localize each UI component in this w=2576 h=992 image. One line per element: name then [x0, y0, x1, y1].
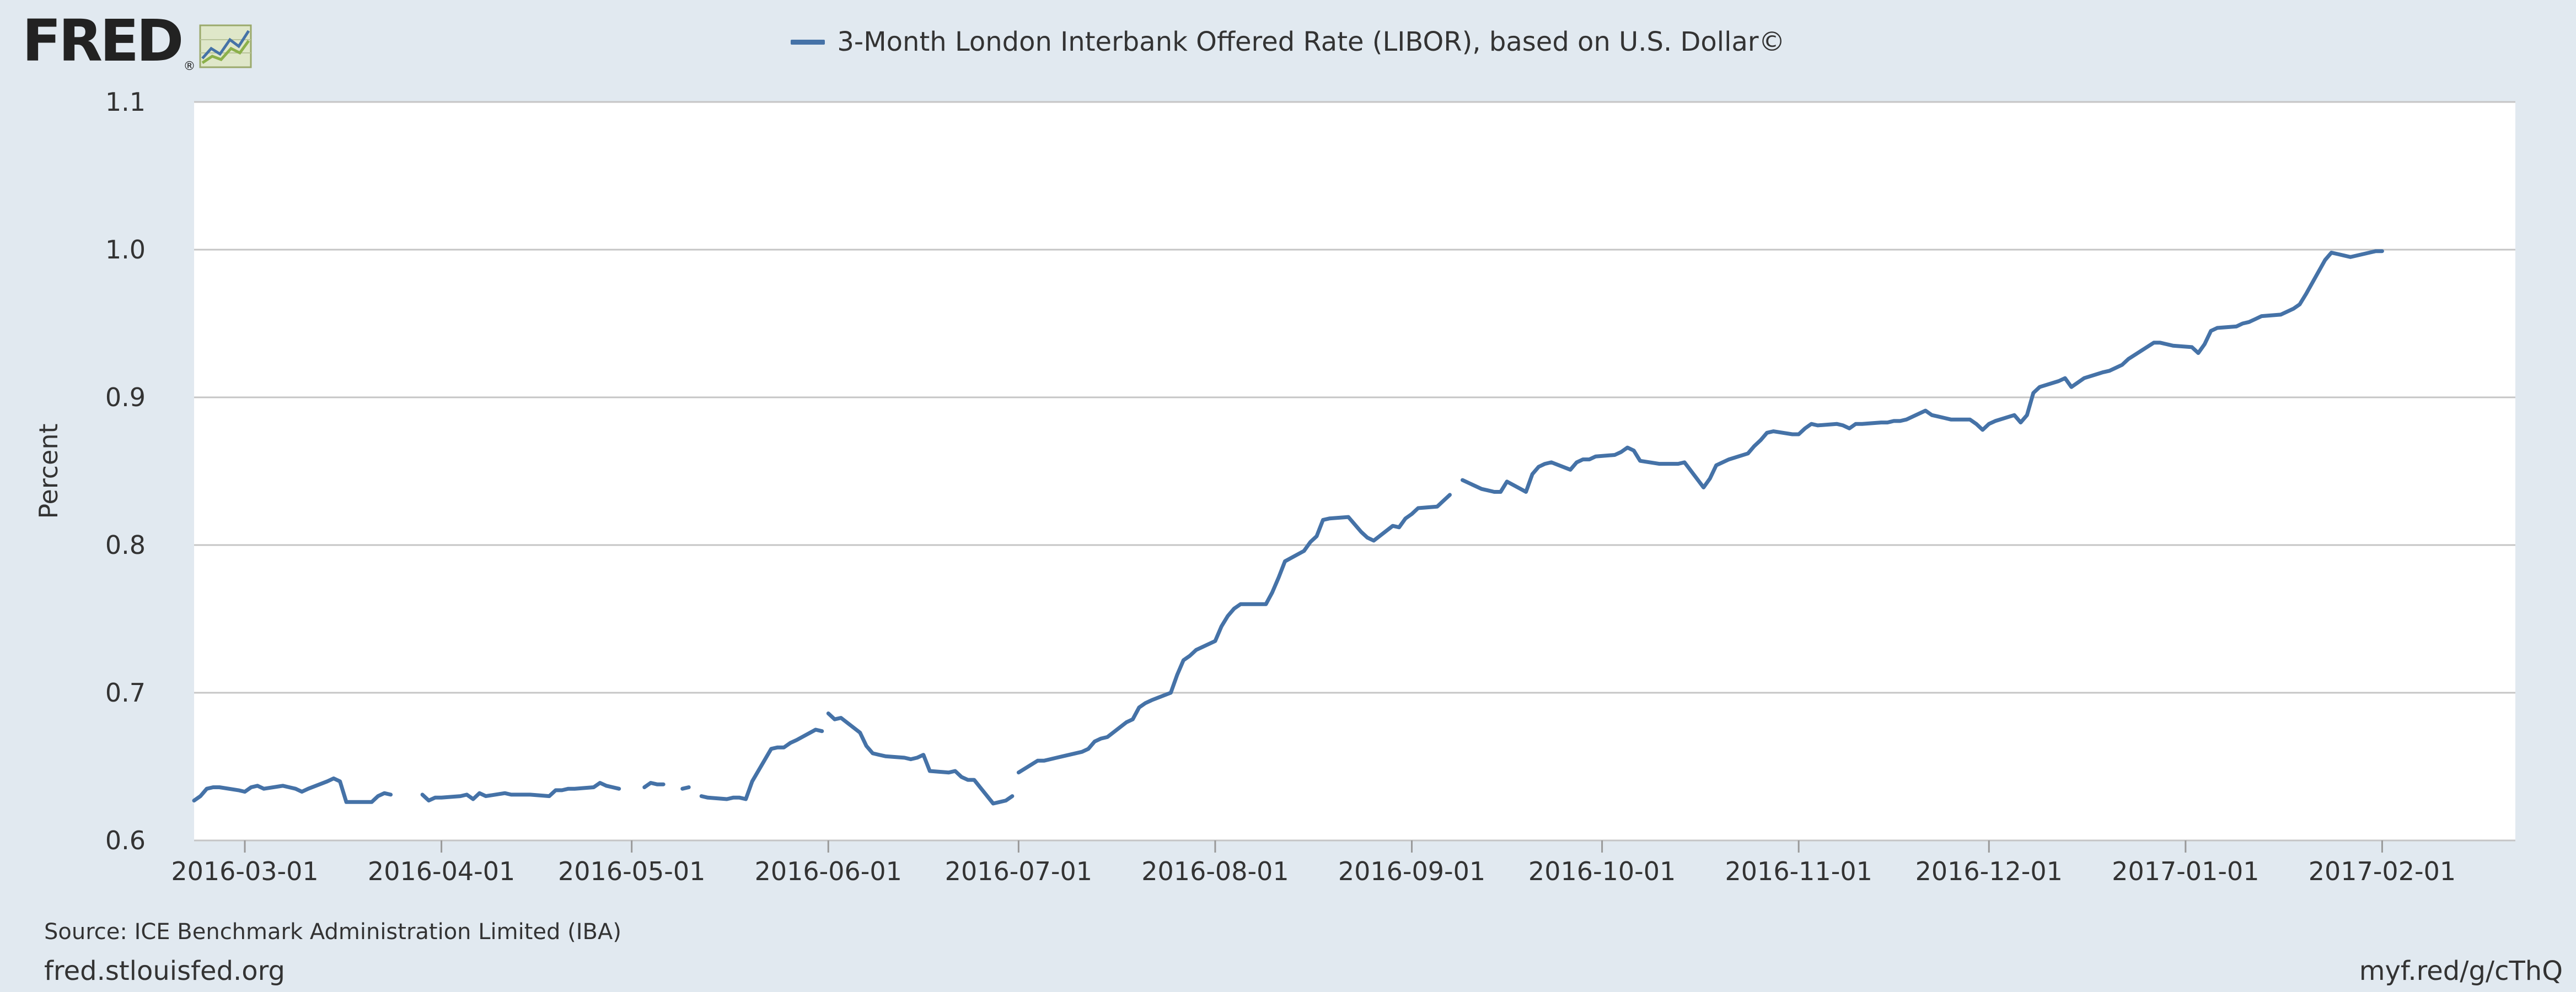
x-tick-label: 2016-06-01	[755, 856, 902, 886]
y-tick-label: 0.6	[105, 826, 146, 855]
y-tick-label: 0.8	[105, 530, 146, 560]
series-line	[1461, 249, 2384, 494]
x-tick-label: 2016-11-01	[1725, 856, 1872, 886]
x-tick-label: 2016-07-01	[945, 856, 1092, 886]
y-axis-ticks: 0.6 0.7 0.8 0.9 1.0 1.1	[105, 87, 146, 855]
x-tick-label: 2016-12-01	[1915, 856, 2063, 886]
series-line	[642, 781, 666, 789]
x-tick-label: 2016-03-01	[171, 856, 318, 886]
plot-area	[194, 102, 2515, 840]
y-tick-label: 0.9	[105, 382, 146, 412]
x-axis-ticks: 2016-03-01 2016-04-01 2016-05-01 2016-06-01…	[171, 840, 2456, 886]
source-note: Source: ICE Benchmark Administration Lim…	[44, 919, 621, 945]
legend-label: 3-Month London Interbank Offered Rate (L…	[837, 26, 1785, 57]
series-line	[826, 711, 1015, 806]
x-tick-label: 2017-02-01	[2309, 856, 2456, 886]
series-line	[420, 781, 621, 803]
logo-text: FRED	[22, 7, 184, 74]
y-tick-label: 0.7	[105, 678, 146, 708]
series-line	[192, 776, 393, 804]
legend-swatch	[791, 39, 825, 45]
site-link[interactable]: fred.stlouisfed.org	[44, 956, 286, 986]
series-line	[699, 727, 824, 801]
x-tick-label: 2017-01-01	[2112, 856, 2259, 886]
fred-logo[interactable]: FRED ®	[22, 12, 252, 73]
y-axis-label: Percent	[34, 423, 63, 519]
x-tick-label: 2016-04-01	[368, 856, 515, 886]
grid-lines	[194, 101, 2515, 842]
chart-legend[interactable]: 3-Month London Interbank Offered Rate (L…	[0, 26, 2576, 57]
x-tick-label: 2016-10-01	[1528, 856, 1676, 886]
series-lines	[192, 249, 2384, 806]
x-tick-label: 2016-05-01	[558, 856, 705, 886]
y-tick-label: 1.1	[105, 87, 146, 117]
x-tick-label: 2016-08-01	[1141, 856, 1289, 886]
series-line	[1016, 493, 1452, 775]
short-link[interactable]: myf.red/g/cThQ	[2359, 956, 2563, 986]
registered-mark: ®	[183, 60, 196, 73]
line-chart-icon	[199, 24, 252, 71]
series-line	[680, 785, 691, 791]
y-tick-label: 1.0	[105, 235, 146, 265]
x-tick-label: 2016-09-01	[1338, 856, 1485, 886]
